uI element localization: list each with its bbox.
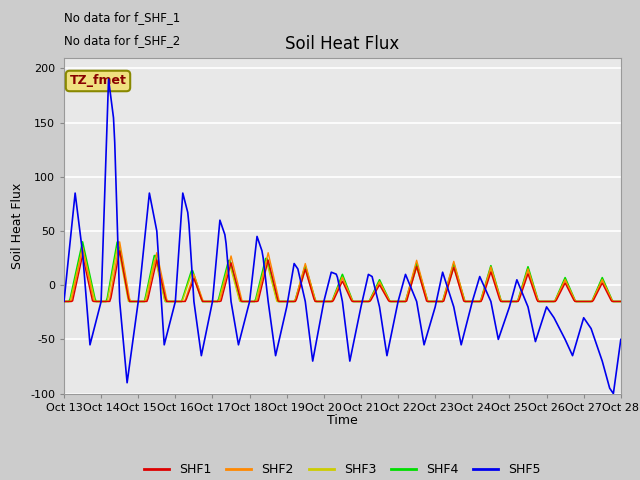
Text: TZ_fmet: TZ_fmet [70, 74, 127, 87]
Y-axis label: Soil Heat Flux: Soil Heat Flux [12, 182, 24, 269]
Title: Soil Heat Flux: Soil Heat Flux [285, 35, 399, 53]
Text: No data for f_SHF_1: No data for f_SHF_1 [64, 11, 180, 24]
X-axis label: Time: Time [327, 414, 358, 427]
Text: No data for f_SHF_2: No data for f_SHF_2 [64, 34, 180, 47]
Legend: SHF1, SHF2, SHF3, SHF4, SHF5: SHF1, SHF2, SHF3, SHF4, SHF5 [139, 458, 546, 480]
